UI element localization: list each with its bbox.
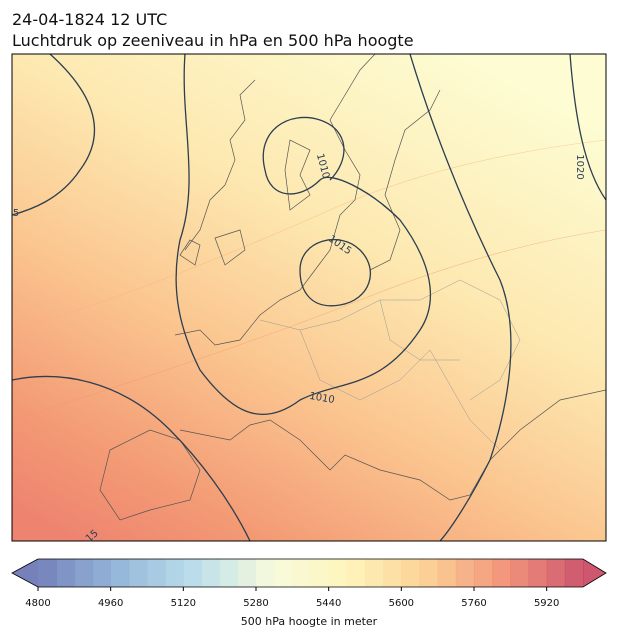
- colorbar-segment: [183, 559, 202, 587]
- colorbar-segment: [328, 559, 348, 587]
- colorbar-segment: [510, 559, 529, 587]
- colorbar-segment: [274, 559, 293, 587]
- colorbar-segment: [128, 559, 148, 587]
- colorbar-tick-label: 4960: [98, 598, 123, 609]
- colorbar-segment: [437, 559, 457, 587]
- colorbar: 4800 4960 5120 5280 5440 5600 5760 5920: [11, 558, 607, 609]
- colorbar-segment: [474, 559, 493, 587]
- map-frame: [11, 53, 607, 542]
- colorbar-extend-high: [583, 559, 606, 587]
- colorbar-tick-label: 5600: [389, 598, 414, 609]
- colorbar-segment: [365, 559, 384, 587]
- map: [12, 54, 606, 541]
- subtitle: Luchtdruk op zeeniveau in hPa en 500 hPa…: [12, 31, 414, 50]
- colorbar-outline: [11, 558, 607, 588]
- colorbar-segment: [492, 559, 511, 587]
- colorbar-segment: [110, 559, 130, 587]
- colorbar-label: 500 hPa hoogte in meter: [241, 615, 378, 628]
- colorbar-segment: [528, 559, 548, 587]
- colorbar-segment: [292, 559, 311, 587]
- colorbar-tick-label: 4800: [25, 598, 50, 609]
- colorbar-segment: [147, 559, 166, 587]
- colorbar-segment: [74, 559, 93, 587]
- colorbar-segment: [310, 559, 330, 587]
- colorbar-segment: [56, 559, 75, 587]
- colorbar-tick-label: 5440: [316, 598, 341, 609]
- colorbar-tick-label: 5920: [534, 598, 559, 609]
- contour-label: 5: [13, 208, 19, 219]
- colorbar-segment: [455, 559, 475, 587]
- colorbar-segment: [401, 559, 420, 587]
- colorbar-tick-label: 5280: [243, 598, 268, 609]
- colorbar-segment: [546, 559, 566, 587]
- colorbar-segment: [346, 559, 366, 587]
- colorbar-extend-low: [12, 559, 38, 587]
- title: 24-04-1824 12 UTC: [12, 10, 167, 29]
- colorbar-segment: [564, 559, 584, 587]
- colorbar-segment: [383, 559, 402, 587]
- contour-label: 1020: [574, 154, 585, 179]
- contour-label: 1010: [308, 391, 335, 406]
- colorbar-tick-label: 5760: [461, 598, 486, 609]
- colorbar-segment: [219, 559, 239, 587]
- colorbar-segment: [237, 559, 257, 587]
- colorbar-segment: [201, 559, 221, 587]
- colorbar-segment: [256, 559, 275, 587]
- colorbar-segment: [419, 559, 439, 587]
- colorbar-segment: [92, 559, 112, 587]
- colorbar-segment: [38, 559, 57, 587]
- colorbar-segment: [165, 559, 184, 587]
- colorbar-tick-label: 5120: [171, 598, 196, 609]
